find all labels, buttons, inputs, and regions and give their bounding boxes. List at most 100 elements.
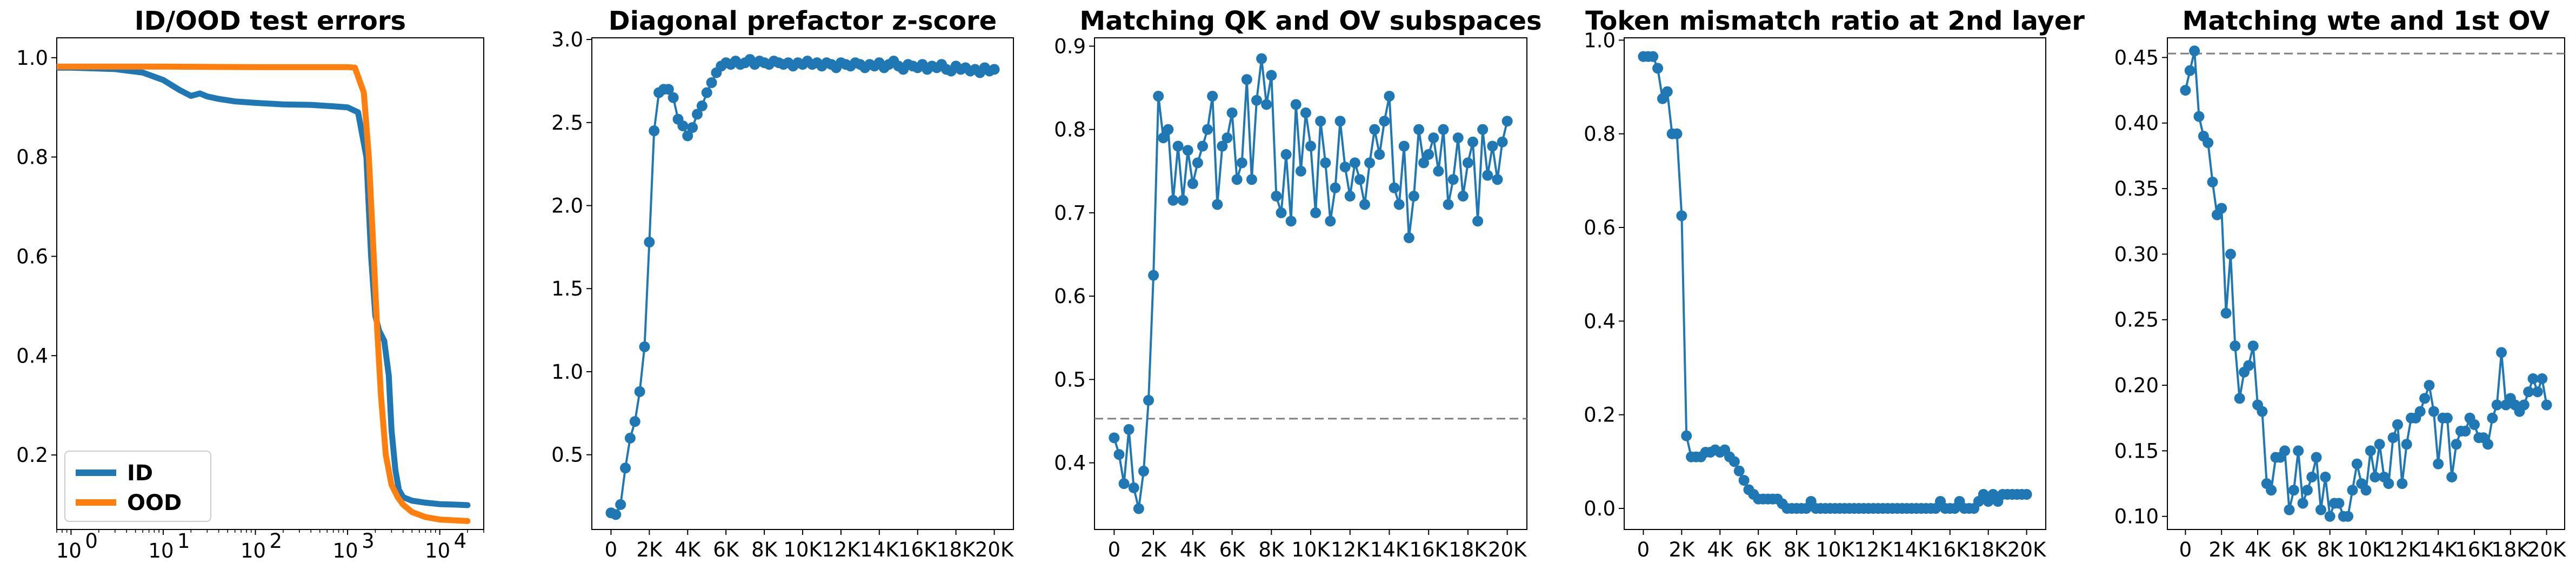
data-point — [1438, 124, 1449, 135]
x-tick-label: 8K — [1258, 538, 1285, 561]
data-point — [1300, 107, 1311, 118]
data-point — [2387, 432, 2399, 444]
x-tick-label: 10 — [241, 539, 266, 562]
series-line-id — [57, 64, 471, 508]
data-point — [1256, 53, 1267, 64]
data-point — [1217, 140, 1228, 152]
data-point — [2257, 406, 2268, 417]
x-tick-label: 14K — [2419, 538, 2458, 561]
chart-panel-1: ID/OOD test errors 0.2 0.4 0.6 0.8 1.0 10 0 10 1 1… — [0, 0, 519, 570]
data-point — [2374, 439, 2385, 450]
data-point — [1202, 124, 1213, 135]
data-point — [2207, 176, 2218, 187]
data-point — [1163, 124, 1174, 135]
data-point — [1123, 424, 1134, 435]
data-point — [687, 122, 698, 133]
data-point — [1148, 270, 1159, 281]
axes-frame — [56, 37, 484, 530]
data-group — [57, 63, 471, 524]
data-point — [668, 92, 679, 103]
data-point — [2288, 485, 2299, 496]
x-tick-label: 10K — [1291, 538, 1331, 561]
data-point — [1652, 63, 1664, 74]
x-tick-label: 20K — [975, 538, 1015, 561]
data-point — [1482, 170, 1493, 181]
data-point — [1212, 199, 1223, 210]
data-point — [1364, 157, 1376, 169]
data-point — [1138, 466, 1149, 477]
data-point — [1457, 191, 1469, 202]
data-point — [1418, 157, 1430, 169]
data-point — [1310, 207, 1322, 218]
x-tick-label: 14K — [1370, 538, 1410, 561]
y-tick-label: 2.5 — [551, 111, 583, 135]
data-point — [677, 120, 689, 131]
chart-svg: Diagonal prefactor z-score 0.5 1.0 1.5 2.0 2.… — [551, 6, 1015, 561]
x-tick-label: 10 — [425, 539, 450, 562]
y-tick-label: 0.0 — [1584, 497, 1616, 520]
y-tick-label: 0.4 — [16, 344, 48, 367]
data-point — [1452, 132, 1464, 144]
data-point — [1462, 157, 1473, 169]
x-tick-label: 4K — [2245, 538, 2272, 561]
data-point — [2230, 340, 2241, 352]
chart-svg: Matching wte and 1st OV 0.10 0.15 0.20 0.25 0… — [2114, 6, 2567, 561]
data-point — [1379, 116, 1390, 127]
x-tick-label: 4K — [1707, 538, 1734, 561]
data-point — [1266, 70, 1277, 81]
data-point — [1389, 182, 1400, 193]
y-tick-label: 0.35 — [2114, 177, 2159, 200]
data-point — [1325, 216, 1336, 227]
data-point — [1133, 503, 1144, 514]
data-point — [1501, 116, 1513, 127]
data-point — [634, 386, 645, 397]
data-point — [1472, 216, 1484, 227]
data-point — [1290, 99, 1302, 110]
data-point — [1172, 140, 1184, 152]
data-point — [2247, 340, 2259, 352]
data-point — [1280, 149, 1292, 160]
data-point — [1167, 195, 1179, 206]
x-tick-label: 20K — [2007, 538, 2047, 561]
x-tick-label: 10 — [333, 539, 358, 562]
x-tick-exponent: 3 — [362, 529, 375, 553]
chart-title: ID/OOD test errors — [135, 6, 406, 36]
y-tick-label: 0.40 — [2114, 112, 2159, 135]
x-tick-label: 18K — [1449, 538, 1488, 561]
x-tick-label: 6K — [2281, 538, 2308, 561]
x-tick-label: 4K — [675, 538, 702, 561]
x-tick-label: 6K — [1219, 538, 1246, 561]
data-point — [2324, 511, 2335, 522]
data-point — [1187, 178, 1198, 189]
y-tick-label: 1.0 — [551, 360, 583, 384]
chart-title: Token mismatch ratio at 2nd layer — [1585, 6, 2085, 36]
y-tick-label: 0.15 — [2114, 439, 2159, 462]
data-point — [639, 341, 650, 352]
x-tick-label: 10K — [783, 538, 823, 561]
y-tick-label: 0.7 — [1054, 202, 1086, 225]
data-point — [2383, 478, 2394, 489]
data-point — [1408, 191, 1419, 202]
data-point — [1681, 430, 1692, 441]
x-tick-label: 18K — [1969, 538, 2008, 561]
data-point — [2320, 471, 2331, 482]
data-point — [2397, 478, 2408, 489]
data-point — [2401, 439, 2412, 450]
data-point — [1109, 432, 1120, 444]
x-tick-label: 0 — [605, 538, 618, 561]
x-tick-label: 16K — [2455, 538, 2494, 561]
data-point — [649, 125, 660, 137]
y-tick-label: 0.8 — [16, 146, 48, 169]
x-tick-label: 2K — [2208, 538, 2235, 561]
data-point — [2468, 419, 2480, 430]
x-tick-label: 2K — [1140, 538, 1167, 561]
chart-title: Matching wte and 1st OV — [2183, 6, 2550, 36]
y-tick-label: 2.0 — [551, 195, 583, 218]
y-tick-label: 1.0 — [16, 46, 48, 70]
y-tick-label: 0.20 — [2114, 374, 2159, 397]
data-point — [1349, 157, 1360, 169]
data-point — [706, 77, 717, 89]
y-tick-label: 0.2 — [16, 444, 48, 467]
